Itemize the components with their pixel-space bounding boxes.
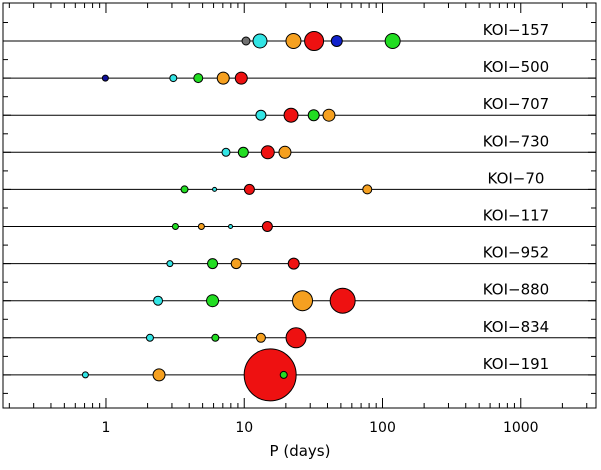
system-label: KOI−707 xyxy=(483,95,549,113)
planet-marker xyxy=(241,36,251,46)
planet-marker xyxy=(152,368,166,382)
planet-marker xyxy=(81,371,89,379)
planet-marker xyxy=(101,74,109,82)
planet-marker xyxy=(237,146,249,158)
system-row: KOI−191 xyxy=(3,348,596,402)
planet-marker xyxy=(330,35,343,47)
x-tick-label: 1000 xyxy=(503,420,539,436)
planet-marker xyxy=(255,109,267,121)
x-tick-label: 100 xyxy=(369,420,396,436)
system-row: KOI−157 xyxy=(3,21,596,51)
planet-marker xyxy=(212,186,218,192)
planet-marker xyxy=(169,74,178,83)
planet-marker xyxy=(322,108,336,122)
planet-marker xyxy=(207,258,219,270)
x-axis-tick-labels: 1 10 100 1000 xyxy=(102,420,539,436)
planet-marker xyxy=(285,33,302,49)
planet-marker xyxy=(193,73,204,84)
system-label: KOI−500 xyxy=(483,58,549,76)
planet-marker xyxy=(180,185,189,194)
x-axis-label: P (days) xyxy=(270,442,331,460)
planet-marker xyxy=(234,71,248,85)
planet-marker xyxy=(255,332,266,343)
planet-marker xyxy=(304,31,325,51)
system-row: KOI−117 xyxy=(3,207,596,232)
system-row: KOI−500 xyxy=(3,58,596,85)
planet-marker xyxy=(260,145,275,160)
system-row: KOI−952 xyxy=(3,244,596,270)
planet-marker xyxy=(283,107,299,123)
system-label: KOI−191 xyxy=(483,355,549,373)
planet-marker xyxy=(292,290,314,312)
planet-marker xyxy=(197,223,205,230)
planet-marker xyxy=(216,71,230,85)
x-tick-label: 10 xyxy=(235,420,253,436)
system-label: KOI−117 xyxy=(483,207,549,225)
x-tick-label: 1 xyxy=(102,420,111,436)
planet-marker xyxy=(287,257,300,270)
system-label: KOI−834 xyxy=(483,318,549,336)
planet-marker xyxy=(243,348,297,402)
planet-marker xyxy=(228,224,234,229)
planet-marker xyxy=(362,184,373,195)
planet-marker xyxy=(384,33,401,49)
planet-marker xyxy=(171,223,179,230)
system-row: KOI−880 xyxy=(3,281,596,314)
planet-marker xyxy=(285,327,307,349)
system-label: KOI−880 xyxy=(483,281,549,299)
system-row: KOI−730 xyxy=(3,132,596,160)
x-axis-ticks xyxy=(8,3,588,408)
planet-marker xyxy=(243,183,255,195)
planet-marker xyxy=(211,333,220,342)
plot-frame xyxy=(2,2,597,409)
system-label: KOI−70 xyxy=(488,169,545,187)
system-row: KOI−707 xyxy=(3,95,596,123)
planet-marker xyxy=(261,221,273,232)
planet-marker xyxy=(230,258,242,270)
system-row: KOI−70 xyxy=(3,169,596,195)
system-label: KOI−730 xyxy=(483,132,549,150)
planet-marker xyxy=(329,287,356,314)
planet-marker xyxy=(252,33,268,49)
system-row: KOI−834 xyxy=(3,318,596,349)
planet-marker xyxy=(145,333,154,342)
planet-marker xyxy=(166,260,174,268)
system-label: KOI−157 xyxy=(483,21,549,39)
planet-marker xyxy=(278,145,292,159)
planet-marker xyxy=(279,370,288,379)
system-rows: KOI−157 KOI−500 KOI−707 KOI−730 KOI−70 KOI−11… xyxy=(3,21,596,402)
planet-marker xyxy=(307,109,320,122)
planet-marker xyxy=(221,147,231,157)
planet-marker xyxy=(153,295,164,306)
system-label: KOI−952 xyxy=(483,244,549,262)
planet-marker xyxy=(206,294,220,308)
